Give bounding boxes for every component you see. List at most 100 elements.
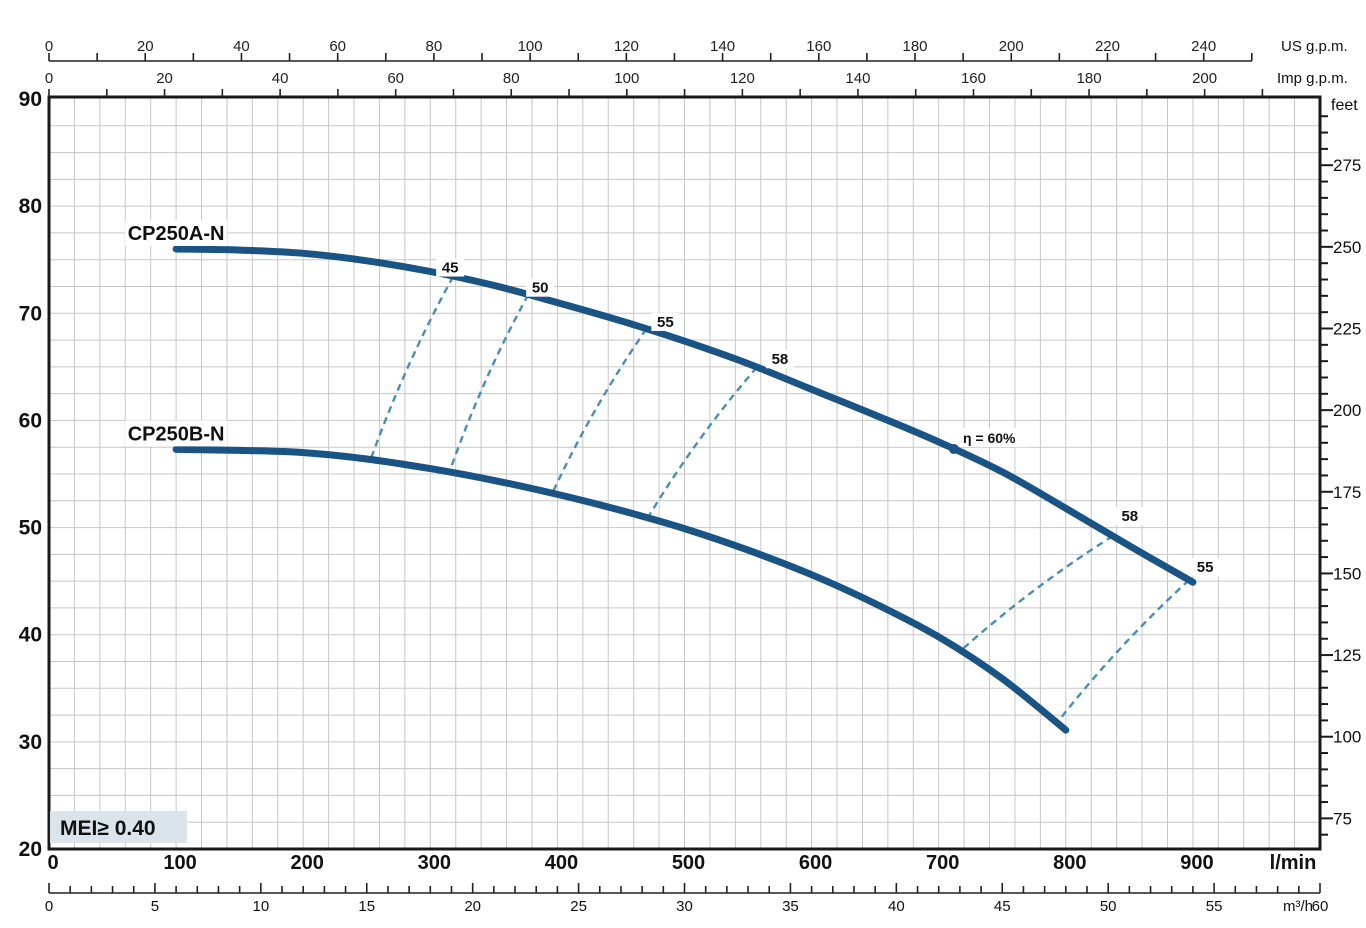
head-m-tick-label: 20 [19,838,42,861]
imp-gpm-tick-label: 40 [272,70,289,87]
lmin-tick-label: 0 [47,852,58,874]
efficiency-line [369,275,455,461]
lmin-tick-label: 300 [418,852,451,874]
efficiency-line [551,328,648,494]
imp-gpm-tick-label: 100 [614,70,639,87]
m3h-tick-label: 60 [1312,898,1329,915]
us-gpm-tick-label: 20 [137,38,154,55]
imp-gpm-tick-label: 0 [45,70,53,87]
efficiency-label-bg [1191,558,1220,577]
imp-gpm-tick-label: 80 [503,70,520,87]
feet-tick-label: 125 [1333,646,1361,665]
head-m-axis-labels: 90 80 70 60 50 40 30 20 [19,88,42,861]
us-gpm-tick-label: 220 [1095,38,1120,55]
us-gpm-tick-label: 40 [233,38,250,55]
us-gpm-tick-label: 120 [614,38,639,55]
us-gpm-tick-label: 200 [999,38,1024,55]
pump-curves [172,245,1197,734]
imp-gpm-tick-label: 20 [156,70,173,87]
imp-gpm-tick-label: 180 [1077,70,1102,87]
lmin-tick-label: 200 [291,852,324,874]
m3h-scale: 0 5 10 15 20 25 30 35 40 45 50 55 60 [45,883,1329,915]
efficiency-label-bg [526,278,555,297]
efficiency-label: 45 [442,260,459,277]
curve-label: CP250A-N [128,223,225,245]
us-gpm-tick-label: 140 [710,38,735,55]
m3h-tick-label: 35 [782,898,799,915]
lmin-tick-label: 600 [799,852,832,874]
feet-unit-label: feet [1331,97,1358,114]
efficiency-lines [369,275,1190,724]
feet-tick-label: 225 [1333,320,1361,339]
bep-label-bg [959,428,1028,448]
m3h-tick-label: 15 [358,898,375,915]
efficiency-label-bg [436,258,465,277]
lmin-tick-label: 900 [1180,852,1213,874]
head-m-tick-label: 90 [19,88,42,111]
efficiency-line [1055,579,1190,724]
best-efficiency-dot [948,444,959,455]
head-m-tick-label: 60 [19,409,42,432]
curve-cp250b-n [172,445,1070,734]
bep-label: η = 60% [963,430,1016,446]
m3h-tick-label: 25 [570,898,587,915]
m3h-tick-label: 0 [45,898,53,915]
efficiency-label: 58 [772,351,789,368]
m3h-tick-label: 50 [1100,898,1117,915]
curve-label-bg [125,420,228,447]
curve-label-bg [125,220,228,246]
imp-gpm-unit-label: Imp g.p.m. [1277,70,1348,87]
mei-label: MEI≥ 0.40 [60,817,156,840]
imp-gpm-tick-label: 140 [845,70,870,87]
us-gpm-tick-label: 160 [806,38,831,55]
lmin-tick-label: 400 [545,852,578,874]
us-gpm-tick-label: 180 [903,38,928,55]
feet-tick-label: 275 [1333,156,1361,175]
feet-tick-label: 75 [1333,809,1352,828]
lmin-tick-label: 800 [1053,852,1086,874]
us-gpm-scale: 0 20 40 60 80 100 120 140 160 180 200 220 240 [45,38,1253,62]
feet-tick-label: 175 [1333,483,1361,502]
efficiency-label: 55 [657,314,674,331]
m3h-tick-label: 10 [252,898,269,915]
feet-tick-label: 150 [1333,564,1361,583]
head-m-tick-label: 80 [19,195,42,218]
feet-scale: 275 250 225 200 175 150 125 100 75 [1321,115,1361,836]
lmin-unit-label: l/min [1270,852,1317,874]
head-m-tick-label: 50 [19,517,42,540]
feet-tick-label: 200 [1333,401,1361,420]
lmin-tick-label: 700 [926,852,959,874]
efficiency-label: 55 [1197,559,1214,576]
m3h-tick-label: 30 [676,898,693,915]
efficiency-label-bg [765,350,794,369]
imp-gpm-scale: 0 20 40 60 80 100 120 140 160 180 200 [45,70,1264,97]
m3h-unit-label: m³/h [1283,898,1313,915]
feet-tick-label: 250 [1333,238,1361,257]
head-m-tick-label: 30 [19,731,42,754]
us-gpm-tick-label: 100 [518,38,543,55]
head-m-tick-label: 70 [19,302,42,325]
imp-gpm-tick-label: 60 [387,70,404,87]
efficiency-label-bg [651,312,680,331]
efficiency-line [646,366,758,519]
m3h-tick-label: 20 [464,898,481,915]
us-gpm-tick-label: 0 [45,38,53,55]
m3h-tick-label: 40 [888,898,905,915]
us-gpm-tick-label: 80 [426,38,443,55]
imp-gpm-tick-label: 160 [961,70,986,87]
lmin-tick-label: 500 [672,852,705,874]
m3h-tick-label: 55 [1206,898,1223,915]
efficiency-label-bg [1115,507,1144,526]
mei-badge [50,811,187,843]
imp-gpm-tick-label: 120 [730,70,755,87]
curve-and-eff-labels: CP250A-N CP250B-N 45 50 55 58 58 55 η = 60% [125,220,1220,577]
curve-label: CP250B-N [128,423,225,445]
head-m-tick-label: 40 [19,624,42,647]
imp-gpm-tick-label: 200 [1192,70,1217,87]
us-gpm-tick-label: 60 [329,38,346,55]
efficiency-line [448,294,530,473]
m3h-tick-label: 45 [994,898,1011,915]
efficiency-label: 50 [532,280,549,297]
